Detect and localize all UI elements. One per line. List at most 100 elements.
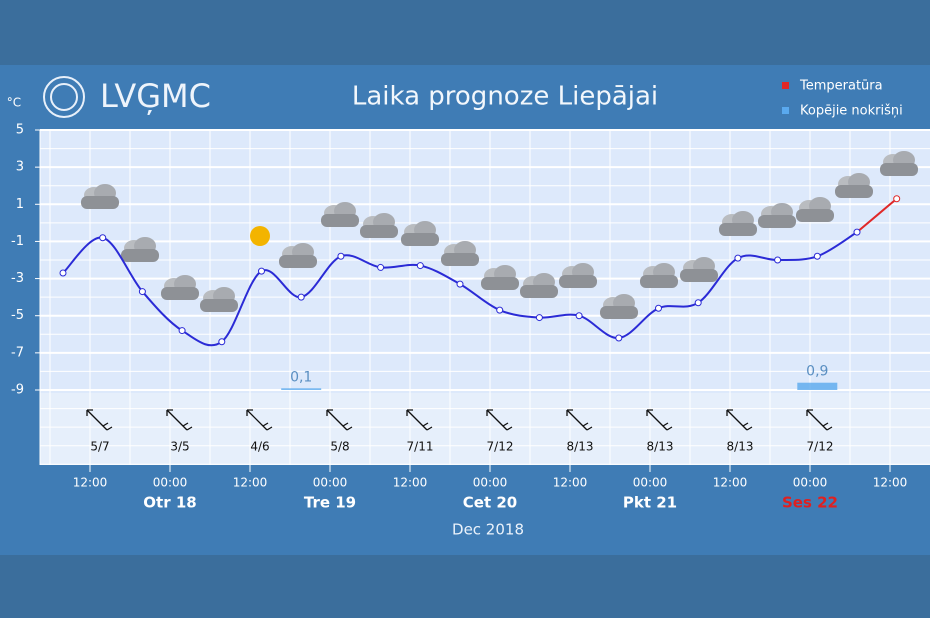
y-tick-label: 5 bbox=[16, 123, 24, 138]
wind-arrow bbox=[646, 409, 673, 431]
temperature-point bbox=[297, 293, 305, 301]
wind-arrow bbox=[246, 409, 273, 431]
temperature-point bbox=[99, 234, 107, 242]
temperature-line bbox=[62, 231, 858, 347]
wind-head bbox=[486, 409, 513, 431]
temperature-point bbox=[575, 312, 583, 320]
wind-label: 4/6 bbox=[250, 440, 269, 454]
day-label: Cet 20 bbox=[463, 494, 517, 512]
temperature-point bbox=[416, 262, 424, 270]
temperature-point bbox=[694, 299, 702, 307]
temperature-point bbox=[615, 334, 623, 342]
temperature-point bbox=[496, 306, 504, 314]
legend-label: Kopējie nokrišņi bbox=[800, 104, 903, 119]
temperature-point bbox=[774, 256, 782, 264]
day-label: Ses 22 bbox=[782, 494, 838, 512]
day-label: Pkt 21 bbox=[623, 494, 677, 512]
temperature-point bbox=[138, 288, 146, 296]
wind-head bbox=[406, 409, 433, 431]
x-tick-label: 12:00 bbox=[393, 476, 428, 490]
temperature-point bbox=[655, 304, 662, 312]
wind-shaft bbox=[246, 409, 268, 431]
x-tick-label: 12:00 bbox=[553, 476, 588, 490]
x-tick-label: 12:00 bbox=[873, 476, 908, 490]
wind-label: 3/5 bbox=[170, 440, 189, 454]
y-tick-label: 3 bbox=[16, 160, 24, 175]
x-tick-label: 00:00 bbox=[633, 476, 668, 490]
precipitation-label: 0,9 bbox=[806, 364, 828, 380]
wind-shaft bbox=[806, 409, 828, 431]
day-label: Otr 18 bbox=[143, 494, 196, 512]
wind-shaft bbox=[726, 409, 748, 431]
wind-shaft bbox=[86, 409, 108, 431]
wind-shaft bbox=[486, 409, 508, 431]
wind-shaft bbox=[646, 409, 668, 431]
wind-label: 5/8 bbox=[330, 440, 349, 454]
y-tick-label: -1 bbox=[11, 234, 24, 249]
wind-arrow bbox=[86, 409, 113, 431]
wind-head bbox=[566, 409, 593, 431]
precipitation-bar bbox=[797, 382, 838, 390]
wind-label: 5/7 bbox=[90, 440, 109, 454]
x-tick-label: 12:00 bbox=[713, 476, 748, 490]
temperature-point bbox=[178, 327, 186, 335]
x-tick-label: 12:00 bbox=[233, 476, 268, 490]
wind-shaft bbox=[166, 409, 188, 431]
wind-area bbox=[40, 393, 930, 465]
unit-label: °C bbox=[7, 96, 21, 110]
wind-head bbox=[166, 409, 193, 431]
temperature-point bbox=[893, 195, 901, 203]
y-tick-label: 1 bbox=[16, 197, 24, 212]
logo: LVĢMC bbox=[100, 77, 211, 115]
wind-arrow bbox=[406, 409, 433, 431]
temperature-point bbox=[59, 269, 67, 277]
wind-shaft bbox=[326, 409, 348, 431]
wind-label: 8/13 bbox=[647, 440, 674, 454]
wind-arrow bbox=[566, 409, 593, 431]
temperature-point bbox=[535, 314, 543, 322]
wind-arrow bbox=[166, 409, 193, 431]
wind-head bbox=[326, 409, 353, 431]
x-tick-label: 12:00 bbox=[73, 476, 108, 490]
wind-head bbox=[246, 409, 273, 431]
wind-label: 7/11 bbox=[407, 440, 434, 454]
day-label: Tre 19 bbox=[304, 494, 356, 512]
legend-swatch bbox=[782, 107, 789, 114]
month-label: Dec 2018 bbox=[452, 521, 524, 539]
wind-label: 8/13 bbox=[567, 440, 594, 454]
weather-icons bbox=[81, 151, 918, 319]
temperature-point bbox=[456, 280, 464, 288]
legend-label: Temperatūra bbox=[799, 79, 883, 94]
wind-arrow bbox=[326, 409, 353, 431]
precipitation-bar bbox=[281, 388, 322, 390]
wind-head bbox=[646, 409, 673, 431]
y-tick-label: -9 bbox=[11, 383, 24, 398]
temperature-point bbox=[377, 263, 385, 271]
temperature-point bbox=[337, 252, 345, 260]
chart-title: Laika prognoze Liepājai bbox=[352, 82, 658, 112]
x-tick-label: 00:00 bbox=[153, 476, 188, 490]
wind-arrow bbox=[726, 409, 753, 431]
wind-shaft bbox=[566, 409, 588, 431]
logo-ring bbox=[43, 76, 85, 118]
temperature-point bbox=[258, 267, 265, 275]
legend-swatch bbox=[782, 82, 789, 89]
wind-head bbox=[806, 409, 833, 431]
wind-label: 7/12 bbox=[487, 440, 514, 454]
x-tick-label: 00:00 bbox=[793, 476, 828, 490]
wind-head bbox=[726, 409, 753, 431]
wind-arrow bbox=[486, 409, 513, 431]
temperature-point bbox=[734, 254, 742, 262]
wind-shaft bbox=[406, 409, 428, 431]
x-tick-label: 00:00 bbox=[473, 476, 508, 490]
y-tick-label: -3 bbox=[11, 271, 24, 286]
precipitation-label: 0,1 bbox=[290, 369, 312, 385]
x-tick-label: 00:00 bbox=[313, 476, 348, 490]
wind-label: 8/13 bbox=[727, 440, 754, 454]
temperature-point bbox=[813, 252, 821, 260]
y-tick-label: -5 bbox=[11, 308, 24, 323]
temperature-point bbox=[218, 338, 226, 346]
wind-arrow bbox=[806, 409, 833, 431]
y-tick-label: -7 bbox=[11, 345, 24, 360]
